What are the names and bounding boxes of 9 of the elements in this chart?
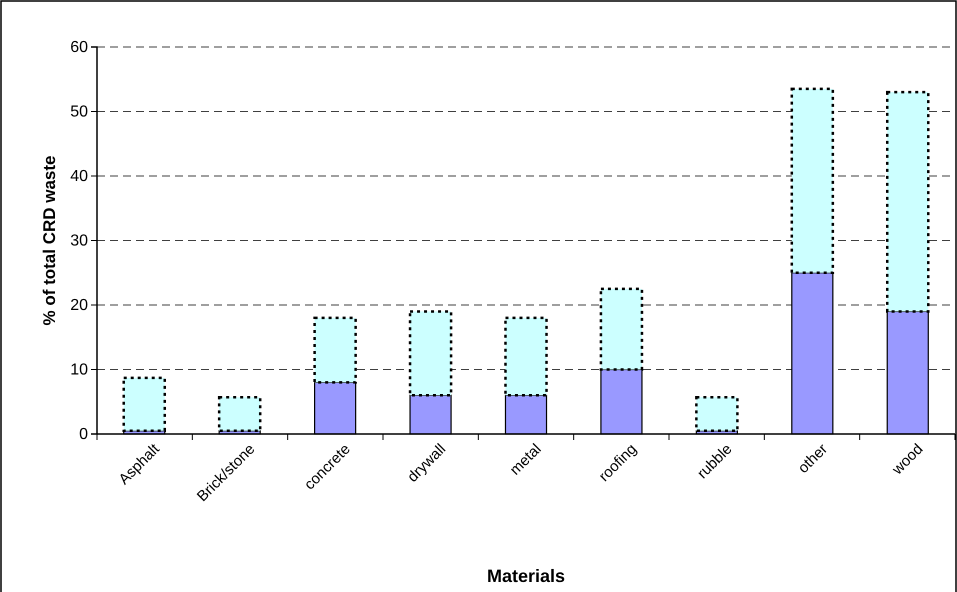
y-tick-label: 60 [70,39,88,56]
x-axis-title: Materials [486,566,566,586]
y-tick-label: 0 [79,426,88,444]
y-tick-label: 30 [70,232,88,250]
y-tick-label: 40 [70,168,88,186]
y-tick-label: 10 [70,362,88,379]
y-tick-label: 20 [70,297,88,314]
y-tick-label: 50 [70,104,88,121]
y-axis-title: % of total CRD waste [40,155,59,326]
